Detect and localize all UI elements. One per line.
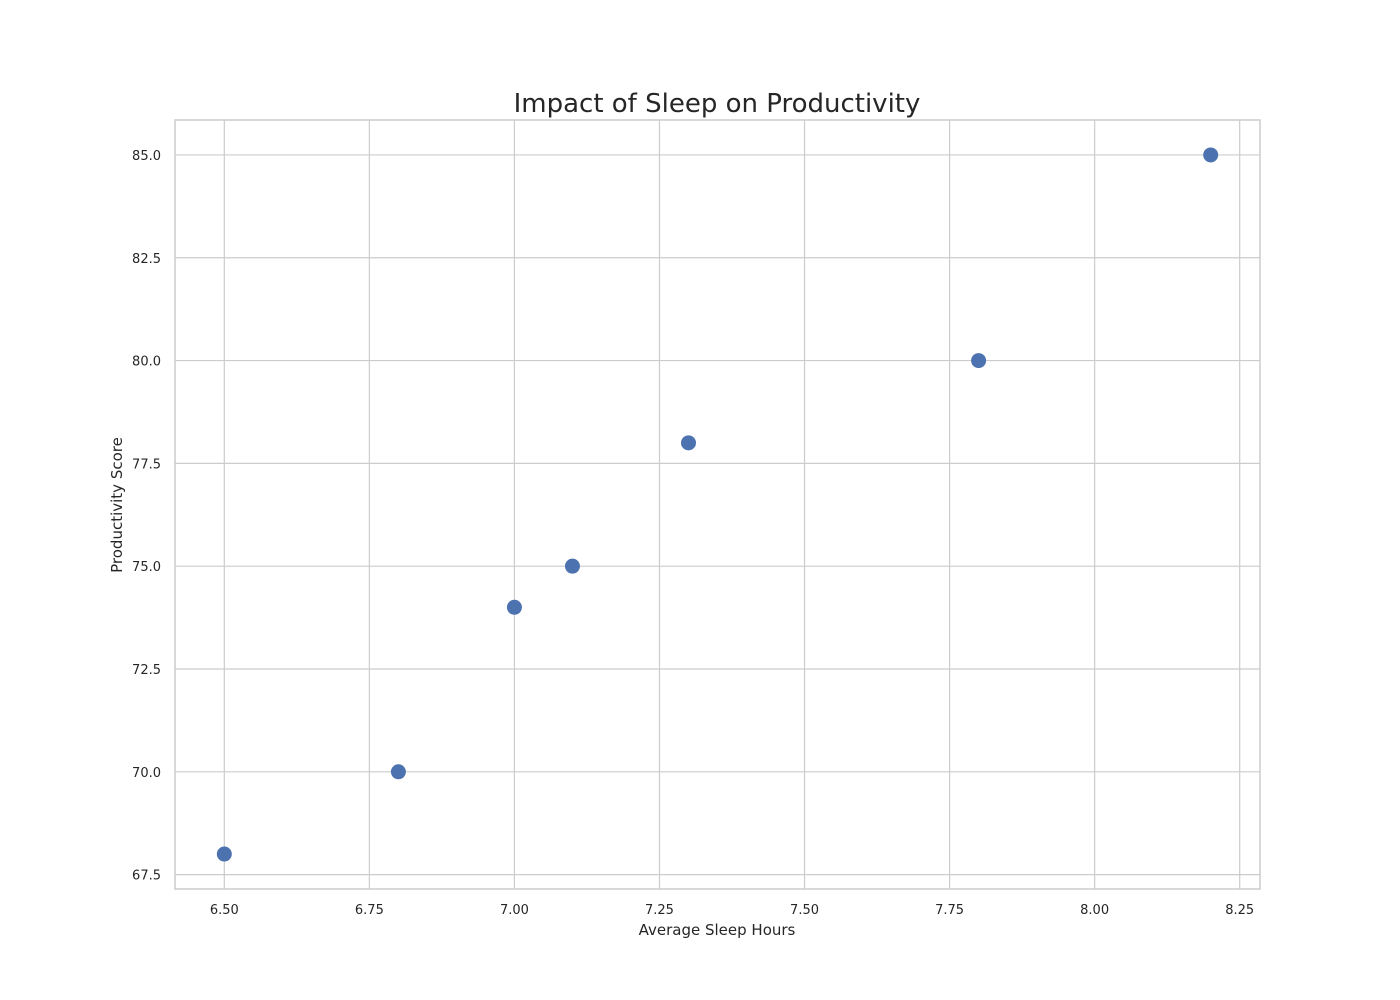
x-tick-label: 8.25 — [1225, 903, 1254, 918]
scatter-point — [680, 435, 696, 451]
y-tick-label: 70.0 — [132, 766, 161, 781]
x-tick-label: 7.50 — [790, 903, 819, 918]
x-tick-label: 6.75 — [355, 903, 384, 918]
y-tick-label: 72.5 — [132, 663, 161, 678]
y-tick-label: 85.0 — [132, 149, 161, 164]
x-tick-label: 7.75 — [935, 903, 964, 918]
x-axis-label: Average Sleep Hours — [639, 921, 796, 939]
x-tick-label: 8.00 — [1080, 903, 1109, 918]
y-tick-label: 67.5 — [132, 869, 161, 884]
y-axis-label: Productivity Score — [108, 437, 126, 573]
scatter-point — [506, 599, 522, 615]
chart-title: Impact of Sleep on Productivity — [514, 89, 921, 119]
scatter-point — [564, 558, 580, 574]
grid-layer — [175, 120, 1260, 889]
y-tick-label: 82.5 — [132, 252, 161, 267]
x-tick-label: 7.25 — [645, 903, 674, 918]
plot-area — [174, 119, 1261, 890]
y-tick-label: 80.0 — [132, 355, 161, 370]
scatter-point — [971, 353, 987, 369]
data-points — [216, 147, 1219, 862]
scatter-point — [1203, 147, 1219, 163]
x-tick-label: 7.00 — [500, 903, 529, 918]
scatter-point — [390, 764, 406, 780]
y-tick-label: 77.5 — [132, 457, 161, 472]
x-tick-label: 6.50 — [210, 903, 239, 918]
tick-labels: 6.50 6.75 7.00 7.25 7.50 7.75 8.00 8.25 67.5 70.0… — [132, 149, 1254, 918]
y-tick-label: 75.0 — [132, 560, 161, 575]
scatter-point — [216, 846, 232, 862]
